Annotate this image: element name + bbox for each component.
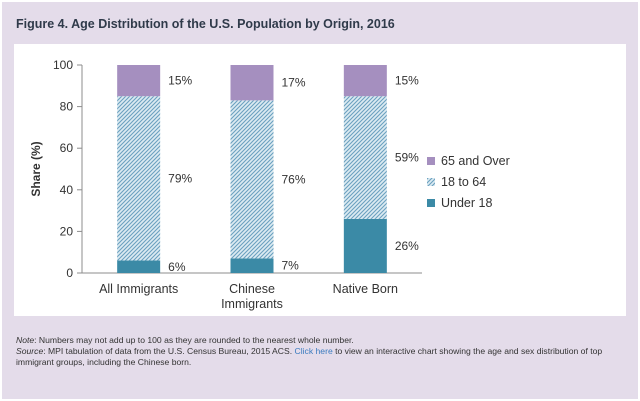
- y-tick-label: 80: [60, 100, 74, 114]
- y-tick-label: 0: [66, 266, 73, 280]
- data-label: 15%: [168, 74, 192, 88]
- figure-title: Figure 4. Age Distribution of the U.S. P…: [16, 17, 395, 31]
- x-category-label: All Immigrants: [99, 282, 178, 296]
- notes-block: Note: Numbers may not add up to 100 as t…: [16, 335, 626, 368]
- note-text: : Numbers may not add up to 100 as they …: [34, 335, 354, 345]
- legend-label: Under 18: [441, 196, 492, 210]
- data-label: 6%: [168, 260, 186, 274]
- bar-segment: [117, 65, 161, 97]
- x-category-label: Chinese: [229, 282, 275, 296]
- data-label: 76%: [282, 172, 306, 186]
- data-label: 17%: [282, 76, 306, 90]
- source-text-continued: to view an interactive chart showing the…: [16, 346, 603, 367]
- source-text: : MPI tabulation of data from the U.S. C…: [43, 346, 295, 356]
- data-label: 26%: [395, 239, 419, 253]
- chart-panel: 0 20 40 60 80 100 Share (%) All Immigrants Chine…: [14, 44, 626, 316]
- legend-swatch: [427, 178, 435, 186]
- y-tick-label: 100: [53, 58, 73, 72]
- source-label: Source: [16, 346, 44, 356]
- y-tick-label: 40: [60, 183, 74, 197]
- source-line: Source: MPI tabulation of data from the …: [16, 346, 626, 368]
- bar-segment: [117, 96, 161, 261]
- bar-segment: [117, 260, 161, 273]
- note-line: Note: Numbers may not add up to 100 as t…: [16, 335, 626, 346]
- y-axis-title: Share (%): [29, 141, 43, 196]
- bar-segment: [230, 258, 274, 273]
- bar-segment: [230, 65, 274, 101]
- bar-segment: [343, 65, 387, 97]
- data-label: 15%: [395, 74, 419, 88]
- data-label: 7%: [282, 259, 300, 273]
- legend-swatch: [427, 199, 435, 207]
- bar-segment: [343, 218, 387, 273]
- bar-segment: [343, 96, 387, 219]
- note-label: Note: [16, 335, 35, 345]
- y-tick-label: 60: [60, 141, 74, 155]
- chart-svg: 0 20 40 60 80 100 Share (%) All Immigrants Chine…: [29, 58, 510, 311]
- x-category-label: Native Born: [333, 282, 398, 296]
- data-label: 79%: [168, 171, 192, 185]
- data-label: 59%: [395, 151, 419, 165]
- x-category-label: Immigrants: [221, 297, 283, 311]
- legend-label: 18 to 64: [441, 175, 486, 189]
- legend-swatch: [427, 157, 435, 165]
- y-tick-label: 20: [60, 224, 74, 238]
- click-here-link[interactable]: Click here: [294, 346, 333, 356]
- legend-label: 65 and Over: [441, 154, 510, 168]
- bar-segment: [230, 100, 274, 259]
